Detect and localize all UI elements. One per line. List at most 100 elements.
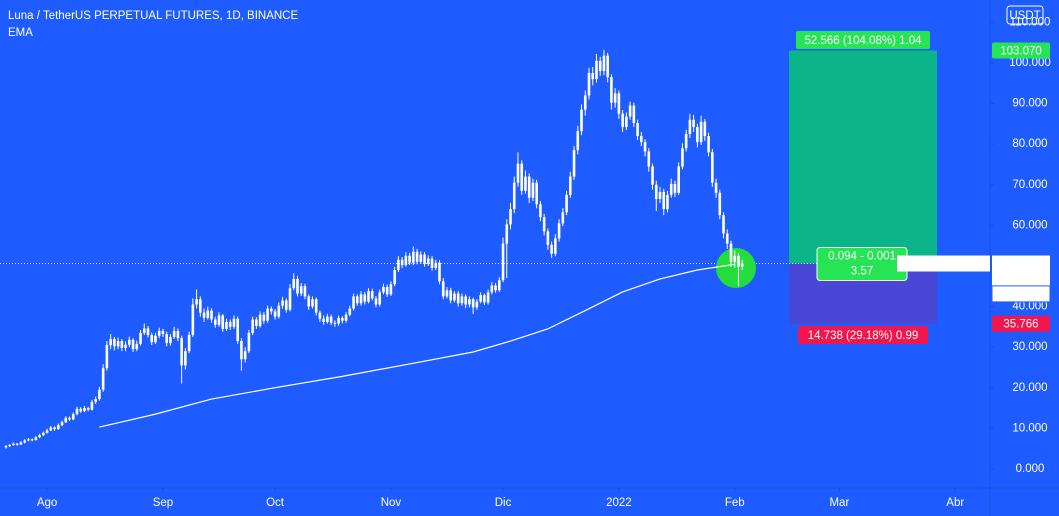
candle-body (199, 299, 202, 313)
candle-body (613, 93, 617, 103)
candle-body (296, 278, 299, 294)
candle-body (8, 444, 12, 447)
target-text: 52.566 (104.08%) 1.04 (804, 35, 922, 47)
candle-body (184, 351, 187, 366)
candle-body (154, 335, 157, 343)
x-tick-label: Feb (725, 497, 745, 509)
candle-body (524, 176, 527, 191)
candle-body (554, 238, 557, 254)
stop-text: 14.738 (29.18%) 0.99 (808, 330, 919, 342)
candle-body (456, 293, 460, 304)
candle-body (722, 215, 725, 234)
candle-body (225, 321, 228, 329)
candle-body (460, 296, 464, 304)
candle-body (610, 77, 613, 103)
candle-body (699, 121, 703, 143)
candle-body (352, 296, 355, 309)
candle-body (94, 399, 97, 402)
currency[interactable]: USDT (1009, 10, 1040, 22)
candle-body (505, 224, 509, 244)
x-tick-label: Abr (946, 497, 964, 509)
candle-body (355, 296, 359, 304)
y-tick-label: 110.000 (1010, 16, 1051, 28)
candle-body (453, 293, 456, 301)
candle-body (146, 328, 150, 335)
candle-body (669, 183, 673, 195)
candle-body (497, 280, 501, 291)
candle-body (262, 314, 266, 321)
candle-body (341, 317, 344, 321)
candle-body (640, 136, 643, 143)
candle-body (15, 443, 19, 445)
candle-body (49, 427, 53, 431)
y-tick-label: 40.000 (1012, 301, 1047, 313)
candle-body (64, 417, 68, 423)
target-price-box (992, 42, 1050, 59)
candle-body (632, 105, 636, 124)
currency-box[interactable] (1006, 5, 1044, 25)
candle-body (318, 312, 322, 319)
candle-body (251, 319, 254, 333)
candle-body (535, 182, 538, 205)
candle-body (83, 408, 86, 412)
candle-body (606, 55, 609, 78)
x-tick-label: Dic (495, 497, 512, 509)
candle-body (475, 301, 479, 308)
candle-body (509, 209, 512, 225)
candle-body (426, 258, 430, 264)
candle-body (79, 408, 83, 412)
candle-body (445, 290, 449, 297)
ema-line (99, 263, 735, 428)
candle-body (86, 408, 90, 410)
symbol-box (897, 255, 990, 272)
candle-body (221, 315, 225, 329)
candle-body (57, 425, 60, 430)
candle-body (243, 351, 247, 360)
candle-body (598, 60, 602, 72)
candle-body (150, 334, 154, 343)
candle-body (438, 262, 441, 282)
candle-body (344, 314, 348, 321)
candle-body (363, 294, 367, 302)
candle-body (303, 286, 307, 297)
candle-body (415, 251, 419, 262)
candle-body (527, 176, 531, 198)
candle-body (408, 255, 411, 263)
x-tick-label: 2022 (606, 497, 632, 509)
candle-body (232, 318, 236, 327)
candle-body (348, 308, 352, 315)
target-price: 103.070 (1000, 45, 1042, 57)
candle-body (595, 60, 598, 80)
candle-body (19, 442, 23, 445)
candle-body (681, 148, 684, 167)
candle-body (625, 116, 628, 128)
candle-body (561, 212, 565, 224)
candle-body (617, 93, 621, 114)
candle-body (400, 259, 404, 266)
candle-body (412, 251, 415, 263)
candle-body (740, 263, 744, 267)
candle-body (494, 285, 497, 291)
candle-body (105, 345, 109, 369)
y-tick-label: 100.000 (1009, 57, 1051, 69)
candle-body (202, 312, 206, 318)
candle-body (404, 255, 408, 266)
candle-body (116, 341, 120, 347)
candle-body (512, 182, 516, 210)
candle-body (68, 417, 71, 420)
candle-body (696, 127, 699, 143)
y-tick-label: 60.000 (1012, 219, 1047, 231)
candle-body (587, 73, 591, 96)
candle-body (53, 427, 56, 430)
candle-body (479, 295, 482, 302)
candle-body (266, 308, 269, 321)
candle-body (169, 336, 172, 344)
candle-body (677, 166, 680, 193)
y-tick-label: 90.000 (1012, 98, 1047, 110)
candle-body (299, 286, 303, 294)
candle-body (217, 315, 221, 325)
candle-body (520, 163, 524, 191)
candle-body (113, 339, 116, 347)
candle-body (542, 217, 546, 232)
